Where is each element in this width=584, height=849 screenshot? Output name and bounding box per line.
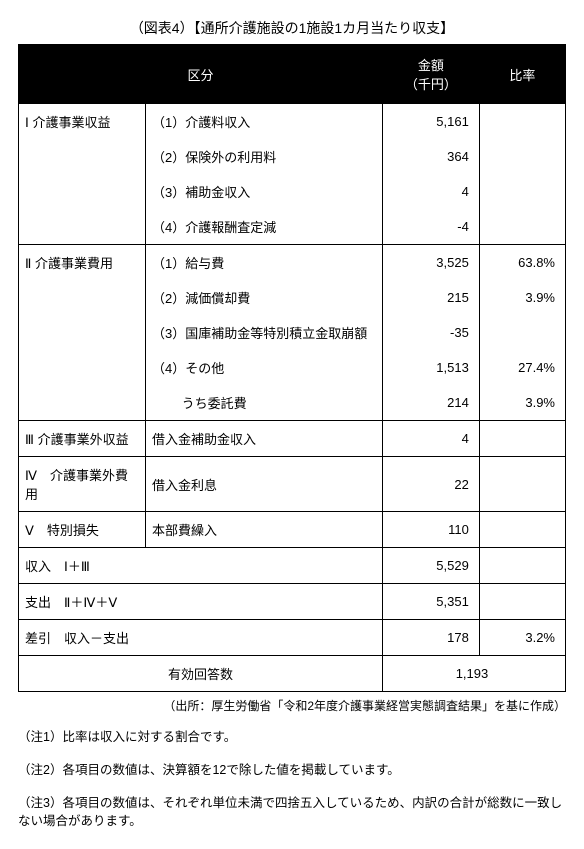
item-label: （3）補助金収入 <box>146 174 383 209</box>
item-amount: 364 <box>382 139 479 174</box>
total-ratio <box>479 548 565 584</box>
item-label: 借入金利息 <box>146 457 383 512</box>
source-text: （出所：厚生労働省「令和2年度介護事業経営実態調査結果」を基に作成） <box>18 697 566 714</box>
total-amount: 5,351 <box>382 584 479 620</box>
total-ratio: 3.2% <box>479 620 565 656</box>
table-row: （4）介護報酬査定減 -4 <box>19 209 566 245</box>
item-label: （4）その他 <box>146 350 383 385</box>
total-label: 支出 Ⅱ＋Ⅳ＋Ⅴ <box>19 584 383 620</box>
item-label: （2）減価償却費 <box>146 280 383 315</box>
figure-title: （図表4）【通所介護施設の1施設1カ月当たり収支】 <box>18 18 566 38</box>
header-row: 区分 金額 （千円） 比率 <box>19 45 566 104</box>
section-label: Ⅴ 特別損失 <box>19 512 146 548</box>
item-ratio: 63.8% <box>479 245 565 281</box>
item-ratio <box>479 457 565 512</box>
item-ratio <box>479 512 565 548</box>
item-ratio <box>479 104 565 140</box>
total-label: 収入 Ⅰ＋Ⅲ <box>19 548 383 584</box>
item-label: うち委託費 <box>146 385 383 421</box>
item-amount: 3,525 <box>382 245 479 281</box>
item-ratio <box>479 139 565 174</box>
table-row: Ⅳ 介護事業外費用 借入金利息 22 <box>19 457 566 512</box>
item-label: 借入金補助金収入 <box>146 421 383 457</box>
table-row: Ⅲ 介護事業外収益 借入金補助金収入 4 <box>19 421 566 457</box>
item-ratio <box>479 315 565 350</box>
table-row: Ⅱ 介護事業費用 （1）給与費 3,525 63.8% <box>19 245 566 281</box>
item-amount: 4 <box>382 174 479 209</box>
header-amount: 金額 （千円） <box>382 45 479 104</box>
responses-label: 有効回答数 <box>19 656 383 692</box>
table-row: （3）国庫補助金等特別積立金取崩額 -35 <box>19 315 566 350</box>
item-label: （3）国庫補助金等特別積立金取崩額 <box>146 315 383 350</box>
section-label: Ⅱ 介護事業費用 <box>19 245 146 281</box>
item-label: （4）介護報酬査定減 <box>146 209 383 245</box>
table-row: （3）補助金収入 4 <box>19 174 566 209</box>
item-amount: 214 <box>382 385 479 421</box>
total-amount: 5,529 <box>382 548 479 584</box>
section-label: Ⅰ 介護事業収益 <box>19 104 146 140</box>
table-row: 収入 Ⅰ＋Ⅲ 5,529 <box>19 548 566 584</box>
item-ratio <box>479 209 565 245</box>
table-row: 有効回答数 1,193 <box>19 656 566 692</box>
table-row: うち委託費 214 3.9% <box>19 385 566 421</box>
note-3: （注3）各項目の数値は、それぞれ単位未満で四捨五入しているため、内訳の合計が総数… <box>18 794 566 832</box>
item-ratio: 3.9% <box>479 280 565 315</box>
item-ratio <box>479 421 565 457</box>
item-label: （1）介護料収入 <box>146 104 383 140</box>
total-label: 差引 収入－支出 <box>19 620 383 656</box>
table-row: （4）その他 1,513 27.4% <box>19 350 566 385</box>
header-category: 区分 <box>19 45 383 104</box>
item-label: 本部費繰入 <box>146 512 383 548</box>
note-2: （注2）各項目の数値は、決算額を12で除した値を掲載しています。 <box>18 761 566 780</box>
item-amount: 5,161 <box>382 104 479 140</box>
item-ratio: 27.4% <box>479 350 565 385</box>
total-ratio <box>479 584 565 620</box>
table-row: Ⅴ 特別損失 本部費繰入 110 <box>19 512 566 548</box>
section-label: Ⅲ 介護事業外収益 <box>19 421 146 457</box>
table-row: （2）保険外の利用料 364 <box>19 139 566 174</box>
item-amount: 4 <box>382 421 479 457</box>
total-amount: 178 <box>382 620 479 656</box>
table-row: （2）減価償却費 215 3.9% <box>19 280 566 315</box>
financial-table: 区分 金額 （千円） 比率 Ⅰ 介護事業収益 （1）介護料収入 5,161 （2… <box>18 44 566 692</box>
item-amount: 22 <box>382 457 479 512</box>
item-label: （2）保険外の利用料 <box>146 139 383 174</box>
responses-amount: 1,193 <box>382 656 565 692</box>
item-amount: 215 <box>382 280 479 315</box>
section-label: Ⅳ 介護事業外費用 <box>19 457 146 512</box>
header-ratio: 比率 <box>479 45 565 104</box>
table-row: Ⅰ 介護事業収益 （1）介護料収入 5,161 <box>19 104 566 140</box>
item-amount: 1,513 <box>382 350 479 385</box>
note-1: （注1）比率は収入に対する割合です。 <box>18 728 566 747</box>
item-amount: -35 <box>382 315 479 350</box>
item-amount: 110 <box>382 512 479 548</box>
item-label: （1）給与費 <box>146 245 383 281</box>
item-ratio: 3.9% <box>479 385 565 421</box>
table-row: 支出 Ⅱ＋Ⅳ＋Ⅴ 5,351 <box>19 584 566 620</box>
item-ratio <box>479 174 565 209</box>
table-row: 差引 収入－支出 178 3.2% <box>19 620 566 656</box>
item-amount: -4 <box>382 209 479 245</box>
